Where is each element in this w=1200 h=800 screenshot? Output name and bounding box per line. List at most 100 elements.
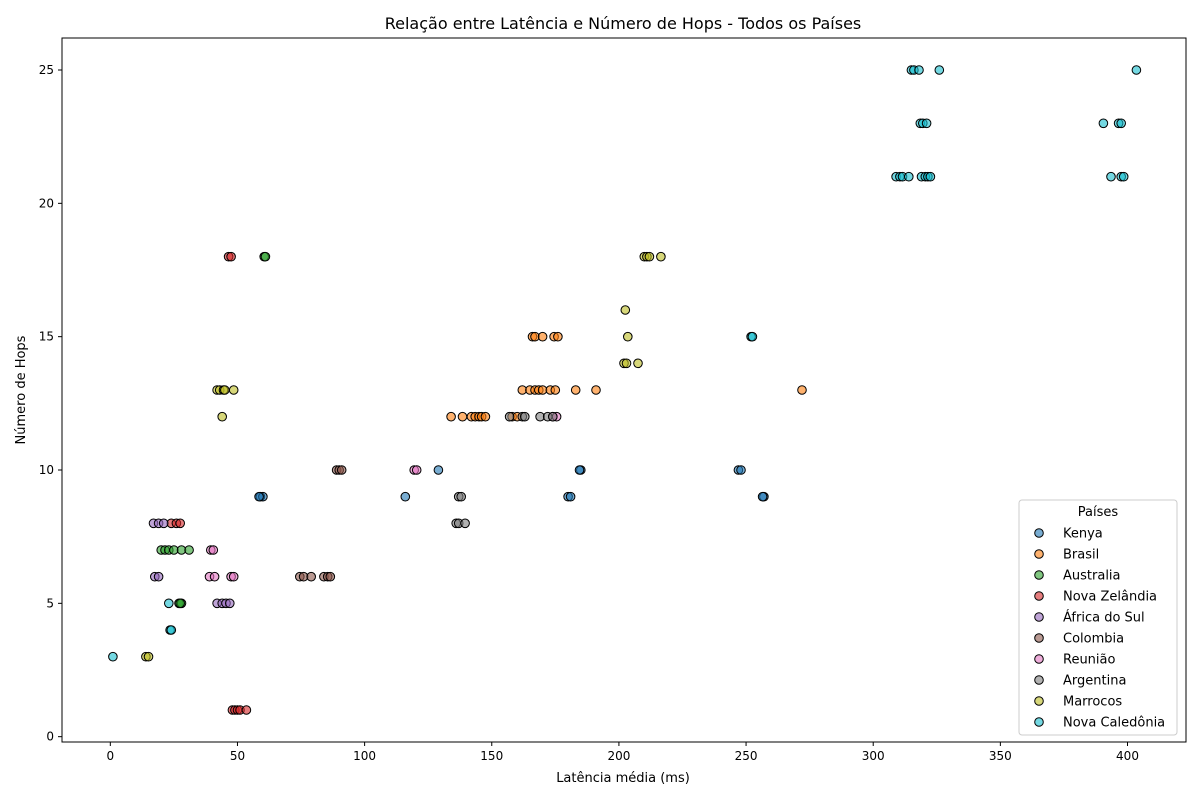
y-tick-label: 25 <box>39 63 54 77</box>
y-axis: 0 5 10 15 20 25 <box>39 63 62 744</box>
data-point <box>591 385 601 395</box>
data-point <box>574 465 585 475</box>
data-point <box>656 251 666 262</box>
data-point <box>921 118 932 129</box>
data-point <box>241 705 252 715</box>
legend-items: Kenya Brasil Australia Nova Zelândia África … <box>1034 527 1165 731</box>
data-point <box>336 465 347 475</box>
y-tick-label: 0 <box>46 730 54 744</box>
x-axis: 0 50 100 150 200 250 300 350 400 <box>106 742 1139 763</box>
legend-label: Nova Caledônia <box>1063 716 1165 731</box>
data-point <box>621 358 632 369</box>
data-point <box>460 518 470 529</box>
data-point <box>553 331 563 342</box>
data-point <box>226 251 236 262</box>
data-point <box>325 571 336 582</box>
data-point <box>108 651 118 662</box>
data-point <box>736 465 746 475</box>
legend-marker <box>1034 549 1044 559</box>
legend-marker <box>1034 633 1044 643</box>
data-point <box>411 465 422 475</box>
data-point <box>175 518 185 529</box>
legend-label: Australia <box>1063 569 1121 584</box>
legend-marker <box>1034 696 1044 706</box>
data-point <box>620 305 631 315</box>
data-point <box>1116 118 1126 129</box>
data-point <box>520 411 530 422</box>
data-point <box>457 411 468 422</box>
data-point <box>220 385 230 395</box>
legend-marker <box>1034 717 1044 727</box>
data-point <box>153 571 164 582</box>
y-tick-label: 20 <box>39 196 54 210</box>
data-point <box>934 65 945 75</box>
data-point <box>1098 118 1109 129</box>
chart-title: Relação entre Latência e Número de Hops … <box>385 14 862 33</box>
data-point <box>228 571 239 582</box>
data-point <box>260 251 271 262</box>
data-point <box>623 331 633 342</box>
legend-label: Argentina <box>1063 674 1126 689</box>
data-point <box>480 411 491 422</box>
data-point <box>914 65 924 75</box>
data-point <box>797 385 807 395</box>
y-tick-label: 10 <box>39 463 54 477</box>
x-tick-label: 100 <box>353 749 376 763</box>
x-tick-label: 250 <box>735 749 758 763</box>
x-tick-label: 200 <box>607 749 630 763</box>
legend-label: Colombia <box>1063 632 1124 647</box>
data-point <box>254 491 264 502</box>
legend-label: Brasil <box>1063 548 1099 563</box>
y-tick-label: 5 <box>46 596 54 610</box>
data-point <box>1131 65 1142 75</box>
plot-frame <box>61 37 1187 743</box>
data-point <box>208 545 219 555</box>
legend-label: África do Sul <box>1063 610 1145 626</box>
data-point <box>757 491 768 502</box>
y-tick-label: 15 <box>39 330 54 344</box>
data-point <box>548 411 558 422</box>
data-point <box>456 491 467 502</box>
data-point <box>570 385 581 395</box>
data-point <box>446 411 456 422</box>
data-point <box>925 171 936 182</box>
data-point <box>164 598 174 609</box>
data-point <box>565 491 576 502</box>
data-point <box>217 411 227 422</box>
x-tick-label: 50 <box>230 749 245 763</box>
data-point <box>225 598 235 609</box>
legend-label: Kenya <box>1063 527 1103 542</box>
data-point <box>166 625 177 635</box>
legend-label: Nova Zelândia <box>1063 590 1157 605</box>
data-point <box>904 171 914 182</box>
data-point <box>400 491 411 502</box>
data-point <box>175 598 185 609</box>
data-point <box>433 465 444 475</box>
data-point <box>1106 171 1116 182</box>
legend-marker <box>1034 654 1044 664</box>
legend-marker <box>1034 612 1044 622</box>
x-axis-label: Latência média (ms) <box>556 771 690 786</box>
data-point <box>306 571 317 582</box>
legend-label: Reunião <box>1063 653 1116 668</box>
x-tick-label: 300 <box>862 749 885 763</box>
points-layer <box>108 65 1142 715</box>
data-point <box>747 331 758 342</box>
legend: Países Kenya Brasil Australia Nova Zelândia… <box>1018 499 1178 736</box>
legend-marker <box>1034 591 1044 601</box>
x-tick-label: 0 <box>106 749 114 763</box>
data-point <box>644 251 655 262</box>
data-point <box>537 331 548 342</box>
data-point <box>633 358 643 369</box>
data-point <box>228 385 239 395</box>
data-point <box>504 411 515 422</box>
legend-label: Marrocos <box>1063 695 1122 710</box>
x-tick-label: 150 <box>480 749 503 763</box>
legend-marker <box>1034 570 1044 580</box>
data-point <box>209 571 220 582</box>
data-point <box>158 518 169 529</box>
y-axis-label: Número de Hops <box>14 335 29 444</box>
legend-marker <box>1034 528 1044 538</box>
legend-box <box>1018 499 1178 736</box>
